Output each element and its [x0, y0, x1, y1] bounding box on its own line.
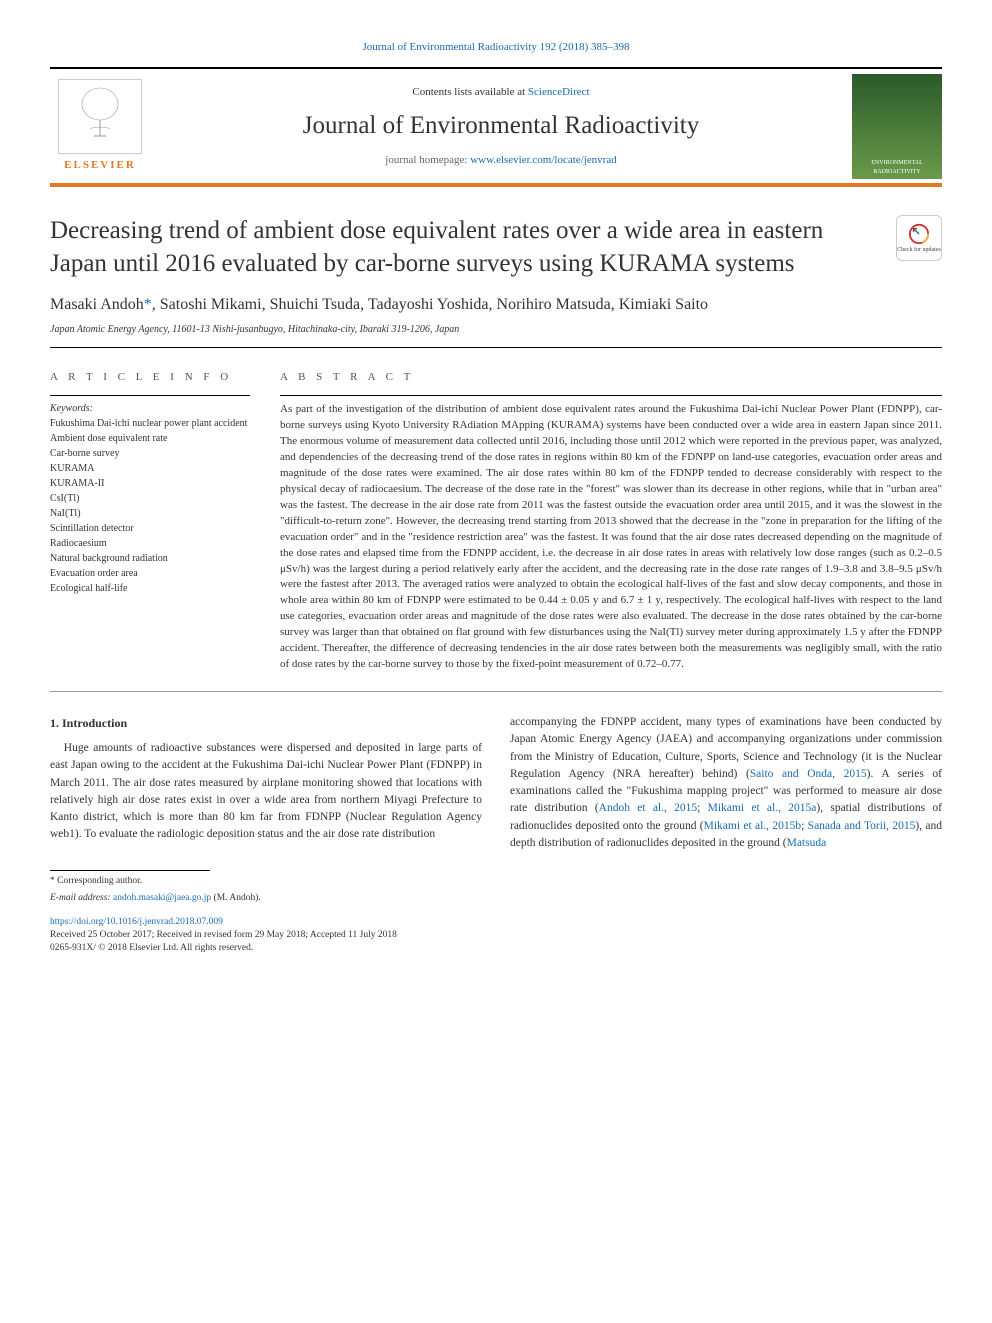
sciencedirect-link[interactable]: ScienceDirect [528, 86, 590, 98]
article-title: Decreasing trend of ambient dose equival… [50, 215, 882, 280]
cover-text: ENVIRONMENTAL RADIOACTIVITY [855, 159, 939, 176]
info-rule [50, 395, 250, 396]
ref-link[interactable]: Saito and Onda, 2015 [750, 768, 867, 780]
contents-prefix: Contents lists available at [412, 86, 527, 98]
keyword: Car-borne survey [50, 446, 250, 461]
top-citation: Journal of Environmental Radioactivity 1… [50, 40, 942, 55]
authors-rest: , Satoshi Mikami, Shuichi Tsuda, Tadayos… [152, 296, 708, 313]
publisher-name: ELSEVIER [58, 158, 142, 173]
keyword: Radiocaesium [50, 536, 250, 551]
rule-after-abstract [50, 691, 942, 692]
abstract-rule [280, 395, 942, 396]
keyword: KURAMA-II [50, 476, 250, 491]
intro-para-2: accompanying the FDNPP accident, many ty… [510, 714, 942, 852]
check-updates-badge[interactable]: Check for updates [896, 215, 942, 261]
abstract-head: A B S T R A C T [280, 370, 942, 385]
contents-line: Contents lists available at ScienceDirec… [150, 85, 852, 100]
elsevier-tree-icon [58, 79, 142, 154]
corr-asterisk[interactable]: * [144, 296, 152, 313]
homepage-line: journal homepage: www.elsevier.com/locat… [150, 153, 852, 168]
affiliation: Japan Atomic Energy Agency, 11601-13 Nis… [50, 323, 942, 337]
email-label: E-mail address: [50, 893, 113, 903]
keyword: Fukushima Dai-ichi nuclear power plant a… [50, 416, 250, 431]
ref-link[interactable]: Andoh et al., 2015 [599, 802, 698, 814]
keyword: CsI(Tl) [50, 491, 250, 506]
keywords-label: Keywords: [50, 402, 250, 416]
article-info-column: A R T I C L E I N F O Keywords: Fukushim… [50, 370, 250, 673]
keyword: NaI(Tl) [50, 506, 250, 521]
body-column-right: accompanying the FDNPP accident, many ty… [510, 714, 942, 852]
ref-link[interactable]: Matsuda [787, 837, 827, 849]
ref-link[interactable]: Mikami et al., 2015b [704, 820, 802, 832]
email-suffix: (M. Andoh). [211, 893, 261, 903]
keyword: Scintillation detector [50, 521, 250, 536]
doi-link[interactable]: https://doi.org/10.1016/j.jenvrad.2018.0… [50, 917, 223, 927]
keyword: Natural background radiation [50, 551, 250, 566]
footnote-rule [50, 870, 210, 871]
journal-header: ELSEVIER Contents lists available at Sci… [50, 67, 942, 187]
email-link[interactable]: andoh.masaki@jaea.go.jp [113, 893, 211, 903]
corr-footnote: * Corresponding author. [50, 875, 942, 888]
rule-after-affil [50, 347, 942, 348]
header-center: Contents lists available at ScienceDirec… [150, 85, 852, 169]
intro-heading: 1. Introduction [50, 714, 482, 732]
body-column-left: 1. Introduction Huge amounts of radioact… [50, 714, 482, 852]
keyword: KURAMA [50, 461, 250, 476]
top-citation-link[interactable]: Journal of Environmental Radioactivity 1… [362, 41, 629, 53]
check-updates-text: Check for updates [897, 246, 941, 254]
homepage-prefix: journal homepage: [385, 154, 470, 166]
elsevier-logo: ELSEVIER [50, 71, 150, 181]
ref-link[interactable]: Mikami et al., 2015a [708, 802, 817, 814]
keywords-list: Fukushima Dai-ichi nuclear power plant a… [50, 416, 250, 596]
email-footnote: E-mail address: andoh.masaki@jaea.go.jp … [50, 892, 942, 905]
author-first: Masaki Andoh [50, 296, 144, 313]
journal-name: Journal of Environmental Radioactivity [150, 108, 852, 143]
homepage-link[interactable]: www.elsevier.com/locate/jenvrad [470, 154, 617, 166]
intro-para-1: Huge amounts of radioactive substances w… [50, 740, 482, 844]
abstract-column: A B S T R A C T As part of the investiga… [280, 370, 942, 673]
keyword: Ambient dose equivalent rate [50, 431, 250, 446]
p2c: ; [697, 802, 707, 814]
abstract-text: As part of the investigation of the dist… [280, 402, 942, 673]
received-line: Received 25 October 2017; Received in re… [50, 930, 397, 940]
article-info-head: A R T I C L E I N F O [50, 370, 250, 385]
issn-line: 0265-931X/ © 2018 Elsevier Ltd. All righ… [50, 943, 253, 953]
journal-cover-thumb: ENVIRONMENTAL RADIOACTIVITY [852, 74, 942, 179]
doi-block: https://doi.org/10.1016/j.jenvrad.2018.0… [50, 916, 942, 956]
keyword: Ecological half-life [50, 581, 250, 596]
ref-link[interactable]: Sanada and Torii, 2015 [808, 820, 916, 832]
authors: Masaki Andoh*, Satoshi Mikami, Shuichi T… [50, 294, 942, 316]
keyword: Evacuation order area [50, 566, 250, 581]
